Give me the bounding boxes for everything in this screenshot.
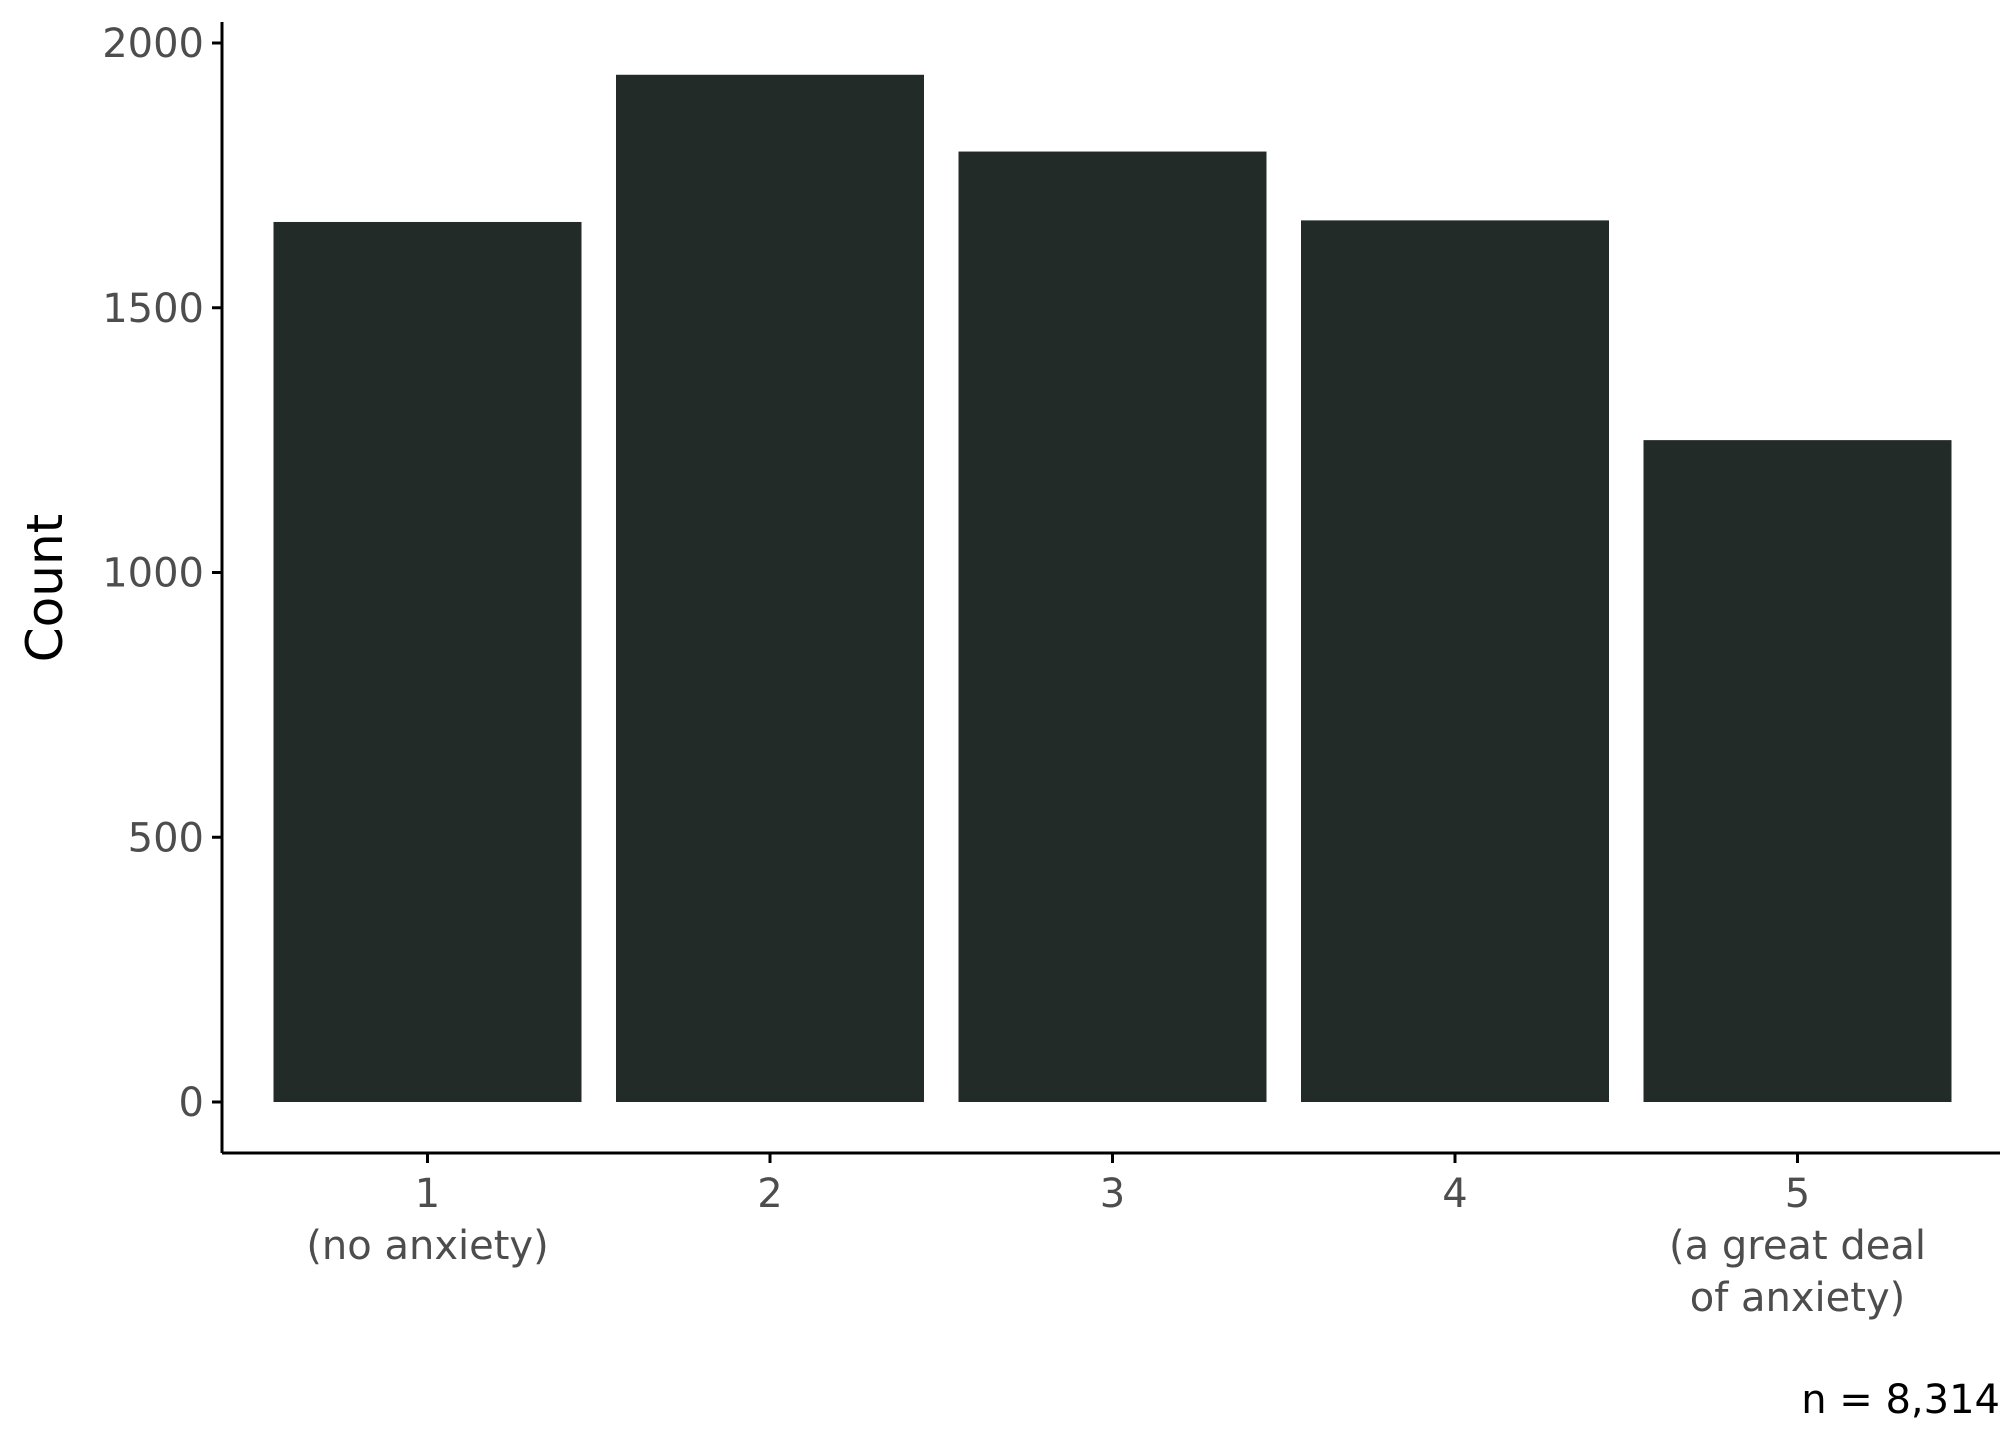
x-axis-ticks: 1 (no anxiety) 2 3 4 5 (a great deal of anxiety… xyxy=(306,1153,1926,1321)
y-tick-label-2000: 2000 xyxy=(102,21,204,67)
bars-group xyxy=(273,74,1952,1103)
x-tick-label-3: 3 xyxy=(1100,1171,1125,1217)
x-tick-label-2: 2 xyxy=(757,1171,782,1217)
bar-5 xyxy=(1643,440,1952,1102)
x-tick-label-4: 4 xyxy=(1442,1171,1467,1217)
y-axis-ticks: 0 500 1000 1500 2000 xyxy=(102,21,222,1126)
y-tick-label-0: 0 xyxy=(179,1080,204,1126)
bar-2 xyxy=(616,74,924,1102)
y-tick-label-1000: 1000 xyxy=(102,551,204,597)
sample-size-caption: n = 8,314 xyxy=(1801,1377,2000,1423)
y-tick-label-500: 500 xyxy=(128,815,204,861)
bar-1 xyxy=(273,221,582,1102)
x-tick-label-1: 1 (no anxiety) xyxy=(306,1171,548,1269)
y-tick-label-1500: 1500 xyxy=(102,286,204,332)
x-tick-label-5: 5 (a great deal of anxiety) xyxy=(1669,1171,1926,1321)
y-axis-title: Count xyxy=(16,514,74,663)
bar-4 xyxy=(1301,220,1609,1102)
bar-3 xyxy=(958,151,1267,1103)
